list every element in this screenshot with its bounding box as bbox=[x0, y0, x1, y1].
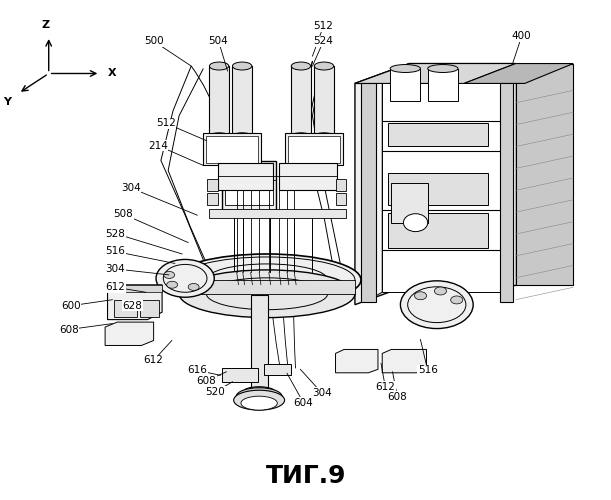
Bar bbox=[335, 179, 346, 192]
Ellipse shape bbox=[291, 132, 310, 138]
Bar bbox=[361, 84, 376, 302]
Bar bbox=[388, 173, 488, 205]
Text: 612: 612 bbox=[144, 356, 164, 366]
Bar bbox=[219, 163, 273, 190]
Bar bbox=[291, 66, 310, 136]
Bar bbox=[391, 183, 428, 222]
Text: 612: 612 bbox=[375, 382, 395, 392]
Ellipse shape bbox=[241, 396, 277, 410]
Text: 520: 520 bbox=[205, 386, 225, 396]
Polygon shape bbox=[516, 64, 573, 285]
Bar bbox=[207, 136, 258, 163]
Bar bbox=[428, 68, 458, 101]
Ellipse shape bbox=[236, 388, 282, 406]
Bar bbox=[279, 163, 337, 190]
Text: 604: 604 bbox=[293, 398, 313, 407]
Bar bbox=[390, 68, 420, 101]
Ellipse shape bbox=[156, 260, 214, 297]
Bar bbox=[335, 193, 346, 205]
Text: 512: 512 bbox=[313, 21, 334, 31]
Ellipse shape bbox=[434, 287, 447, 295]
Bar bbox=[388, 123, 488, 146]
Polygon shape bbox=[179, 280, 355, 294]
Bar bbox=[207, 193, 218, 205]
Bar bbox=[222, 160, 276, 210]
Text: 628: 628 bbox=[122, 300, 142, 310]
Text: 528: 528 bbox=[106, 228, 125, 238]
Bar bbox=[225, 166, 273, 205]
Polygon shape bbox=[355, 64, 516, 84]
Text: 516: 516 bbox=[418, 366, 437, 376]
Bar bbox=[388, 212, 488, 248]
Text: 214: 214 bbox=[148, 140, 168, 150]
Ellipse shape bbox=[451, 296, 463, 304]
Bar bbox=[314, 66, 334, 136]
Ellipse shape bbox=[179, 270, 355, 318]
Text: ΤИГ.9: ΤИГ.9 bbox=[266, 464, 346, 488]
Bar bbox=[288, 136, 340, 163]
Ellipse shape bbox=[428, 64, 458, 72]
Ellipse shape bbox=[403, 214, 428, 232]
Text: 304: 304 bbox=[106, 264, 125, 274]
Ellipse shape bbox=[233, 390, 285, 410]
Ellipse shape bbox=[164, 272, 175, 278]
Text: X: X bbox=[108, 68, 116, 78]
Ellipse shape bbox=[291, 62, 310, 70]
Text: 508: 508 bbox=[114, 209, 133, 219]
Text: 500: 500 bbox=[144, 36, 163, 46]
Text: 612: 612 bbox=[106, 282, 125, 292]
Ellipse shape bbox=[314, 62, 334, 70]
Text: 608: 608 bbox=[387, 392, 408, 402]
Polygon shape bbox=[409, 64, 516, 285]
Ellipse shape bbox=[232, 132, 252, 138]
Text: Z: Z bbox=[42, 20, 49, 30]
Ellipse shape bbox=[210, 62, 229, 70]
Text: 600: 600 bbox=[61, 300, 81, 310]
Bar bbox=[210, 66, 229, 136]
Polygon shape bbox=[108, 285, 162, 320]
Bar bbox=[251, 294, 268, 392]
Polygon shape bbox=[382, 350, 426, 373]
Bar bbox=[285, 133, 343, 166]
Polygon shape bbox=[382, 81, 500, 292]
Polygon shape bbox=[364, 81, 382, 302]
Ellipse shape bbox=[173, 254, 361, 306]
Ellipse shape bbox=[390, 64, 420, 72]
Text: Y: Y bbox=[3, 98, 11, 108]
Bar bbox=[264, 364, 291, 376]
Text: 608: 608 bbox=[197, 376, 216, 386]
Bar bbox=[207, 179, 218, 192]
Ellipse shape bbox=[314, 132, 334, 138]
Text: 304: 304 bbox=[121, 183, 141, 193]
Bar bbox=[222, 368, 258, 382]
Text: 516: 516 bbox=[106, 246, 125, 256]
Bar bbox=[203, 133, 261, 166]
Text: 504: 504 bbox=[208, 36, 229, 46]
Ellipse shape bbox=[210, 132, 229, 138]
Polygon shape bbox=[464, 64, 573, 84]
Bar bbox=[114, 300, 137, 317]
Bar bbox=[210, 208, 346, 218]
Polygon shape bbox=[105, 322, 153, 345]
Polygon shape bbox=[355, 64, 409, 304]
Text: 512: 512 bbox=[156, 118, 176, 128]
Ellipse shape bbox=[414, 292, 426, 300]
Bar bbox=[232, 66, 252, 136]
Text: 524: 524 bbox=[313, 36, 334, 46]
Bar bbox=[500, 84, 513, 302]
Ellipse shape bbox=[232, 62, 252, 70]
Ellipse shape bbox=[188, 284, 199, 290]
Polygon shape bbox=[335, 350, 378, 373]
Bar bbox=[140, 300, 159, 317]
Text: 400: 400 bbox=[512, 31, 532, 41]
Polygon shape bbox=[355, 64, 516, 84]
Ellipse shape bbox=[400, 281, 473, 328]
Text: 608: 608 bbox=[59, 324, 79, 334]
Ellipse shape bbox=[167, 282, 178, 288]
Ellipse shape bbox=[243, 386, 275, 396]
Polygon shape bbox=[122, 285, 162, 292]
Text: 304: 304 bbox=[312, 388, 331, 398]
Text: 616: 616 bbox=[188, 366, 207, 376]
